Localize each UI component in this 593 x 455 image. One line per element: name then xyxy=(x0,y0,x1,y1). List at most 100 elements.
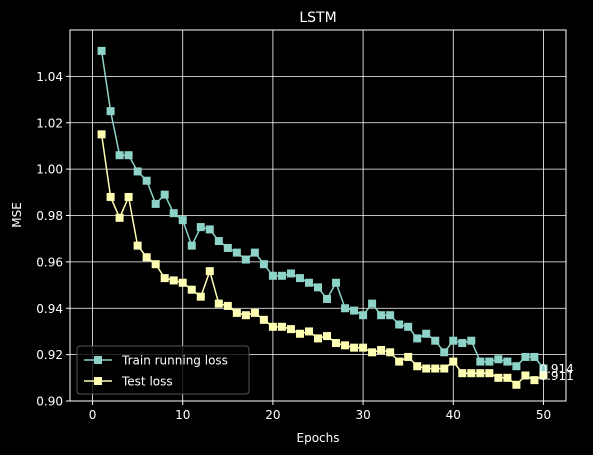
data-point-train-running-loss xyxy=(277,271,286,280)
data-point-train-running-loss xyxy=(530,352,539,361)
data-point-test-loss xyxy=(133,241,142,250)
x-tick-label: 40 xyxy=(446,408,461,422)
data-point-train-running-loss xyxy=(332,278,341,287)
data-point-train-running-loss xyxy=(368,299,377,308)
data-point-test-loss xyxy=(268,322,277,331)
data-point-train-running-loss xyxy=(350,306,359,315)
data-point-train-running-loss xyxy=(106,107,115,116)
data-point-test-loss xyxy=(241,311,250,320)
data-point-test-loss xyxy=(386,348,395,357)
x-tick-label: 20 xyxy=(265,408,280,422)
data-point-train-running-loss xyxy=(467,336,476,345)
data-point-train-running-loss xyxy=(485,357,494,366)
data-point-train-running-loss xyxy=(205,225,214,234)
data-point-test-loss xyxy=(196,292,205,301)
data-point-test-loss xyxy=(97,130,106,139)
data-point-test-loss xyxy=(295,329,304,338)
legend-marker-test xyxy=(94,377,102,385)
data-point-test-loss xyxy=(314,334,322,343)
data-point-train-running-loss xyxy=(449,336,458,345)
end-value-label: 0.914 xyxy=(539,362,573,376)
data-point-test-loss xyxy=(395,357,404,366)
data-point-train-running-loss xyxy=(214,237,223,246)
data-point-test-loss xyxy=(476,369,485,378)
data-point-test-loss xyxy=(521,371,530,380)
data-point-test-loss xyxy=(187,285,196,294)
x-tick-label: 30 xyxy=(355,408,370,422)
legend-box xyxy=(76,345,250,395)
data-point-train-running-loss xyxy=(286,269,295,278)
data-point-test-loss xyxy=(539,371,548,380)
legend-label-train: Train running loss xyxy=(121,354,228,368)
data-point-test-loss xyxy=(458,369,467,378)
data-point-train-running-loss xyxy=(169,209,178,218)
data-point-test-loss xyxy=(259,315,268,324)
data-point-train-running-loss xyxy=(440,348,449,357)
y-axis-ticks: 0.90 0.92 0.94 0.96 0.98 1.00 1.02 1.04 xyxy=(36,70,70,409)
data-point-train-running-loss xyxy=(395,320,404,329)
data-point-test-loss xyxy=(359,343,368,352)
data-point-train-running-loss xyxy=(539,364,548,373)
data-point-train-running-loss xyxy=(115,151,124,160)
data-point-train-running-loss xyxy=(124,151,133,160)
data-point-train-running-loss xyxy=(151,199,160,208)
x-tick-label: 50 xyxy=(536,408,551,422)
data-point-test-loss xyxy=(142,253,151,262)
data-point-test-loss xyxy=(350,343,359,352)
data-point-train-running-loss xyxy=(476,357,485,366)
data-point-train-running-loss xyxy=(512,362,521,371)
data-point-test-loss xyxy=(341,341,350,350)
data-point-train-running-loss xyxy=(314,283,322,292)
y-tick-label: 0.94 xyxy=(36,302,63,316)
y-tick-label: 1.02 xyxy=(36,116,63,130)
y-tick-label: 0.96 xyxy=(36,255,63,269)
data-point-test-loss xyxy=(530,376,539,385)
data-point-test-loss xyxy=(431,364,440,373)
data-point-test-loss xyxy=(178,278,187,287)
y-tick-label: 0.90 xyxy=(36,395,63,409)
y-tick-label: 0.98 xyxy=(36,209,63,223)
data-point-test-loss xyxy=(413,362,422,371)
data-point-train-running-loss xyxy=(268,271,277,280)
series-layer xyxy=(97,46,548,389)
data-point-test-loss xyxy=(286,325,295,334)
data-point-test-loss xyxy=(503,373,512,382)
data-point-train-running-loss xyxy=(503,357,512,366)
y-tick-label: 1.04 xyxy=(36,70,63,84)
data-point-train-running-loss xyxy=(178,216,187,225)
legend-label-test: Test loss xyxy=(121,375,173,389)
x-tick-label: 0 xyxy=(89,408,97,422)
data-point-test-loss xyxy=(277,322,286,331)
data-point-train-running-loss xyxy=(422,329,431,338)
data-point-train-running-loss xyxy=(458,339,467,348)
chart-title: LSTM xyxy=(299,10,336,26)
data-point-test-loss xyxy=(115,213,124,222)
data-point-test-loss xyxy=(332,339,341,348)
y-tick-label: 1.00 xyxy=(36,163,63,177)
legend-marker-train xyxy=(94,356,102,364)
data-point-test-loss xyxy=(169,276,178,285)
data-point-train-running-loss xyxy=(241,255,250,264)
data-point-train-running-loss xyxy=(341,304,350,313)
data-point-train-running-loss xyxy=(323,294,332,303)
data-point-train-running-loss xyxy=(304,278,313,287)
data-point-train-running-loss xyxy=(250,248,259,257)
data-point-train-running-loss xyxy=(295,274,304,283)
data-point-train-running-loss xyxy=(413,334,422,343)
data-point-train-running-loss xyxy=(187,241,196,250)
data-point-test-loss xyxy=(449,357,458,366)
end-value-label: 0.911 xyxy=(539,369,573,383)
data-point-train-running-loss xyxy=(196,223,205,232)
data-point-train-running-loss xyxy=(160,190,169,199)
data-point-train-running-loss xyxy=(494,355,503,364)
data-point-train-running-loss xyxy=(97,46,106,55)
data-point-train-running-loss xyxy=(133,167,142,176)
x-tick-label: 10 xyxy=(175,408,190,422)
data-point-train-running-loss xyxy=(142,176,151,185)
data-point-train-running-loss xyxy=(404,322,413,331)
data-point-test-loss xyxy=(485,369,494,378)
data-point-test-loss xyxy=(205,267,214,276)
data-point-test-loss xyxy=(160,274,169,283)
data-point-train-running-loss xyxy=(359,311,368,320)
